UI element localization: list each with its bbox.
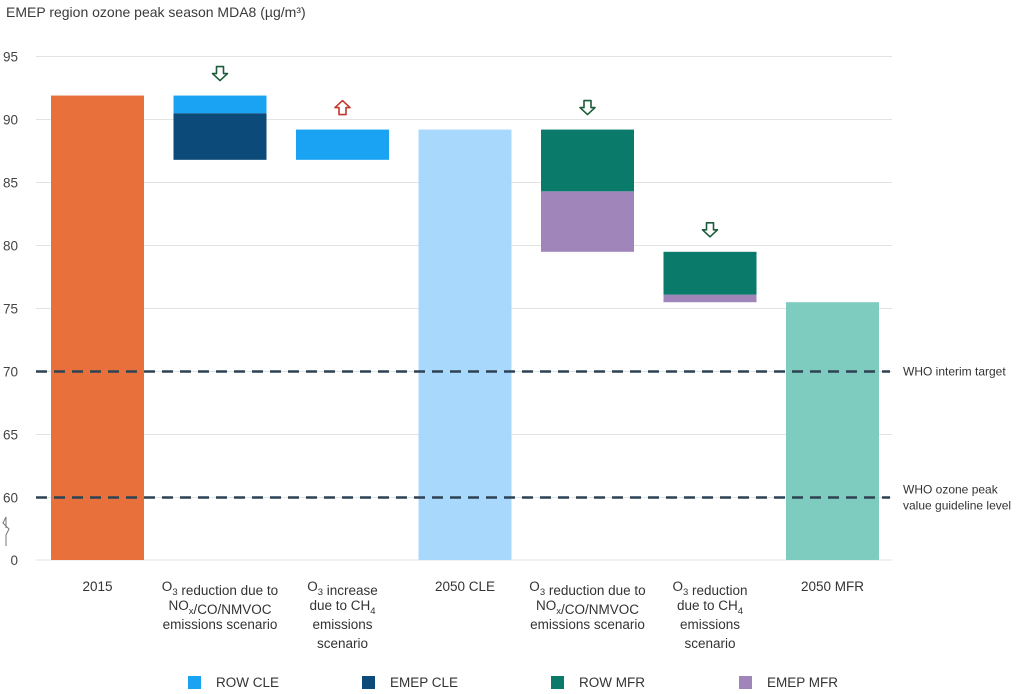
chart-title: EMEP region ozone peak season MDA8 (µg/m… [6,4,306,20]
bar-segment [786,302,879,560]
legend-label: ROW MFR [579,675,645,690]
x-category-label: emissions [680,617,740,632]
axis-break-icon [2,516,10,546]
bar-segment [541,191,634,252]
y-axis: 95 90 85 80 75 70 65 60 0 [2,50,18,568]
bar-segment [51,95,144,560]
x-category-label: O3 increase [307,579,378,598]
legend-label: EMEP MFR [767,675,838,690]
legend-swatch [551,676,564,689]
x-category-label: O3 reduction due to [529,579,645,598]
y-tick-label: 70 [3,365,18,380]
legend-label: EMEP CLE [390,675,458,690]
bar-segment [418,129,512,560]
bar-segment [663,251,757,295]
x-category-label: scenario [684,636,735,651]
x-category-label: 2050 CLE [435,579,495,594]
bar-segment [663,294,757,303]
bar-segment [296,129,389,160]
y-tick-label: 80 [3,239,18,254]
arrow-down-icon [211,65,229,82]
x-category-label: due to CH4 [677,598,743,617]
y-tick-label: 95 [3,50,18,65]
x-category-label: due to CH4 [309,598,375,617]
arrow-down-icon [579,99,596,116]
reference-lines: WHO interim target WHO ozone peak value gu… [36,365,1011,513]
x-category-label: emissions scenario [163,617,278,632]
bars [51,95,879,560]
x-category-label: emissions scenario [530,617,645,632]
x-category-label: scenario [317,636,368,651]
reference-line-label: WHO ozone peak [903,483,999,497]
x-category-label: O3 reduction [672,579,747,598]
legend-label: ROW CLE [216,675,279,690]
y-tick-label: 0 [10,553,18,568]
legend-swatch [188,676,201,689]
x-category-label: 2015 [82,579,112,594]
legend-swatch [739,676,752,689]
legend: ROW CLE EMEP CLE ROW MFR EMEP MFR [188,675,838,690]
y-tick-label: 90 [3,113,18,128]
reference-line-label: WHO interim target [903,365,1006,379]
arrow-up-icon [334,99,351,116]
x-category-label: O3 reduction due to [162,579,278,598]
bar-segment [173,113,267,160]
direction-arrows [211,65,719,238]
y-tick-label: 65 [3,428,18,443]
x-category-label: NOx/CO/NMVOC [536,598,639,617]
bar-segment [541,129,634,192]
arrow-down-icon [701,222,719,238]
y-tick-label: 85 [3,176,18,191]
x-category-label: NOx/CO/NMVOC [168,598,271,617]
y-tick-label: 75 [3,302,18,317]
x-category-label: emissions [312,617,372,632]
x-category-label: 2050 MFR [801,579,864,594]
x-axis-labels: 2015 O3 reduction due toNOx/CO/NMVOCemiss… [82,579,864,651]
y-tick-label: 60 [3,491,18,506]
reference-line-label: value guideline level [903,499,1011,513]
bar-segment [173,95,267,114]
legend-swatch [362,676,375,689]
